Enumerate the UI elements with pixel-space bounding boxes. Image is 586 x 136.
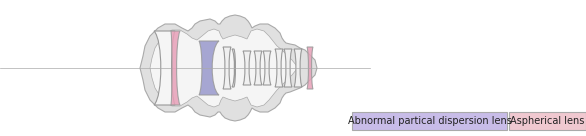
PathPatch shape <box>171 31 180 105</box>
FancyBboxPatch shape <box>352 112 507 130</box>
Polygon shape <box>150 29 298 107</box>
FancyBboxPatch shape <box>509 112 586 130</box>
Text: Aspherical lens: Aspherical lens <box>510 116 585 126</box>
PathPatch shape <box>199 41 219 95</box>
Polygon shape <box>140 15 317 121</box>
PathPatch shape <box>275 49 283 87</box>
PathPatch shape <box>254 51 262 85</box>
PathPatch shape <box>307 47 313 89</box>
PathPatch shape <box>294 49 302 87</box>
PathPatch shape <box>154 31 175 105</box>
PathPatch shape <box>284 49 292 87</box>
PathPatch shape <box>243 51 251 85</box>
PathPatch shape <box>263 51 271 85</box>
Text: Abnormal partical dispersion lens: Abnormal partical dispersion lens <box>347 116 512 126</box>
PathPatch shape <box>223 47 231 89</box>
PathPatch shape <box>232 49 236 87</box>
